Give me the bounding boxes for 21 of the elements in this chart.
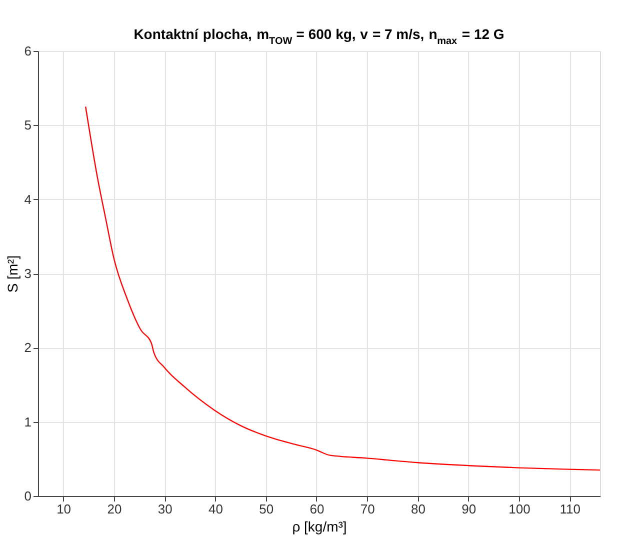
y-tick-label: 2 [24,340,32,356]
line-series [84,106,601,471]
y-tick-label: 3 [24,266,32,281]
x-axis-title: ρ [kg/m³] [292,518,347,534]
x-tick-label: 20 [107,502,122,516]
x-tick-label: 10 [56,502,72,516]
x-tick-label: 100 [508,502,530,516]
x-tick-label: 50 [259,502,274,516]
y-tick-label: 1 [24,414,32,430]
y-axis-title: S [m²] [4,255,20,293]
y-tick-label: 5 [24,118,32,133]
x-tick-label: 40 [208,502,223,516]
x-tick-label: 60 [310,502,324,516]
x-tick-label: 80 [410,502,426,516]
x-tick-label: 30 [158,502,172,516]
y-tick-label: 4 [24,192,32,207]
y-tick-label: 0 [24,488,32,504]
x-tick-label: 70 [360,502,375,516]
x-tick-label: 90 [462,502,476,516]
y-tick-label: 6 [24,44,32,58]
x-tick-label: 110 [560,502,580,516]
